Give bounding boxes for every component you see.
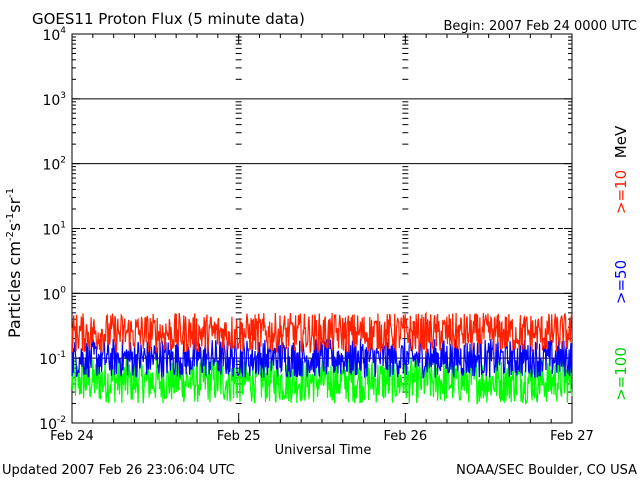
updated-timestamp: Updated 2007 Feb 26 23:06:04 UTC (2, 463, 235, 478)
y-tick-label: 103 (42, 91, 66, 109)
y-tick-label: 100 (42, 285, 66, 303)
data-series (71, 311, 573, 405)
legend-ge100: >=100 (612, 347, 630, 401)
y-axis-label: Particles cm-2s-1sr-1 (5, 188, 24, 338)
grid-lines (72, 98, 572, 359)
y-tick-labels: 104 103 102 101 100 10-1 10-2 (39, 26, 66, 433)
series-line-0 (71, 311, 573, 354)
source-credit: NOAA/SEC Boulder, CO USA (456, 463, 637, 478)
chart-title: GOES11 Proton Flux (5 minute data) (32, 10, 305, 28)
legend-ge10: >=10 (612, 170, 630, 214)
y-tick-label: 104 (42, 26, 66, 44)
x-axis-label: Universal Time (275, 443, 372, 458)
y-tick-label: 102 (42, 156, 66, 174)
y-tick-label: 10-1 (39, 350, 66, 368)
x-tick-label: Feb 27 (550, 429, 594, 444)
begin-label: Begin: 2007 Feb 24 0000 UTC (443, 19, 637, 34)
series-line-2 (71, 356, 573, 405)
legend-ge50: >=50 (612, 260, 630, 304)
y-tick-label: 10-2 (39, 415, 66, 433)
y-tick-label: 101 (42, 221, 66, 239)
x-tick-label: Feb 24 (50, 429, 94, 444)
unit-label: MeV (612, 125, 630, 158)
x-tick-label: Feb 26 (383, 429, 427, 444)
x-tick-label: Feb 25 (217, 429, 261, 444)
x-tick-labels: Feb 24 Feb 25 Feb 26 Feb 27 (50, 429, 594, 444)
